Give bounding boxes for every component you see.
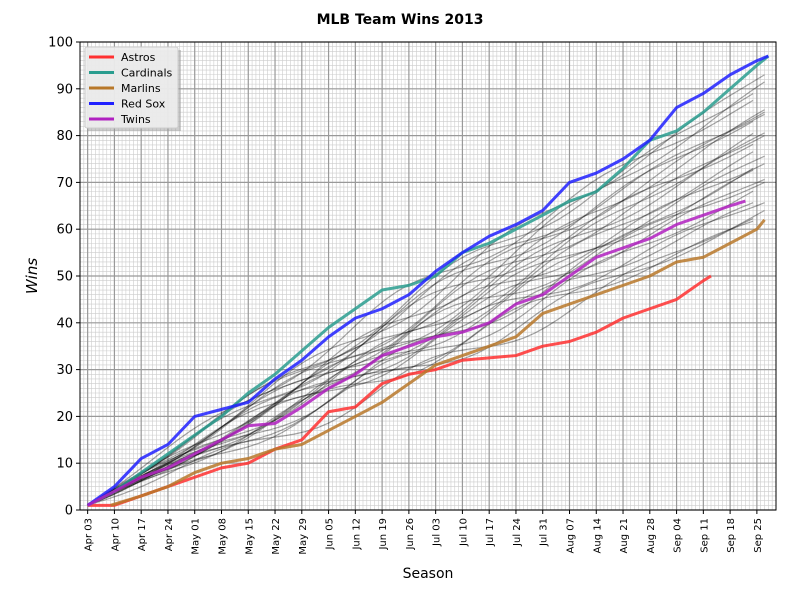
- other-team-line: [87, 220, 754, 506]
- other-team-line: [87, 99, 754, 506]
- x-tick-label: May 01: [191, 518, 202, 555]
- x-tick-label: May 08: [217, 518, 228, 555]
- other-team-line: [87, 181, 765, 506]
- other-team-line: [87, 81, 765, 506]
- legend-label: Twins: [120, 113, 151, 126]
- legend-box: [84, 46, 179, 129]
- other-team-line: [87, 178, 765, 506]
- y-tick-label: 10: [56, 457, 73, 472]
- x-tick-label: Sep 18: [726, 518, 737, 553]
- other-team-line: [87, 169, 754, 506]
- other-team-line: [87, 135, 765, 506]
- legend-label: Red Sox: [121, 98, 166, 111]
- y-tick-label: 50: [56, 270, 73, 285]
- x-tick-label: May 15: [244, 518, 255, 555]
- y-tick-label: 20: [56, 410, 73, 425]
- y-tick-label: 40: [56, 316, 73, 331]
- legend-label: Marlins: [121, 82, 161, 95]
- other-team-line: [87, 111, 765, 506]
- x-tick-label: Apr 24: [164, 518, 175, 551]
- x-tick-label: Apr 03: [84, 518, 95, 551]
- other-teams-lines: [87, 74, 765, 506]
- x-tick-label: Aug 14: [592, 518, 603, 553]
- y-tick-label: 100: [48, 36, 73, 51]
- highlighted-lines: [86, 54, 770, 507]
- x-tick-label: Sep 04: [673, 518, 684, 553]
- x-tick-label: Jul 24: [512, 518, 523, 547]
- x-axis-label: Season: [403, 566, 454, 582]
- other-team-line: [87, 132, 754, 506]
- y-axis-label: Wins: [23, 258, 41, 295]
- x-tick-label: Jul 31: [539, 518, 550, 547]
- x-tick-label: Sep 25: [753, 518, 764, 553]
- x-tick-label: Apr 17: [137, 518, 148, 551]
- x-tick-label: Aug 21: [619, 518, 630, 553]
- other-team-line: [87, 109, 765, 506]
- x-tick-label: Jul 10: [458, 518, 469, 547]
- x-tick-label: May 22: [271, 518, 282, 555]
- legend-label: Cardinals: [121, 67, 173, 80]
- other-team-line: [87, 155, 765, 506]
- series-line-red-sox: [86, 54, 769, 507]
- x-tick-label: Aug 07: [565, 518, 576, 553]
- x-tick-label: May 29: [298, 518, 309, 555]
- series-line-astros: [87, 274, 712, 507]
- x-tick-label: Jul 17: [485, 518, 496, 547]
- legend-label: Astros: [121, 51, 156, 64]
- y-axis: 0 10 20 30 40 50 60 70 80 90 100: [48, 36, 80, 519]
- y-tick-label: 80: [56, 129, 73, 144]
- y-tick-label: 0: [65, 504, 73, 519]
- other-team-line: [87, 202, 765, 506]
- x-tick-label: Jun 12: [351, 518, 362, 551]
- other-team-line: [87, 74, 765, 506]
- chart-title: MLB Team Wins 2013: [317, 12, 484, 28]
- x-tick-label: Jul 03: [432, 518, 443, 547]
- legend: Astros Cardinals Marlins Red Sox Twins: [84, 46, 181, 131]
- x-tick-label: Jun 26: [405, 518, 416, 551]
- x-tick-label: Aug 28: [646, 518, 657, 553]
- x-tick-label: Jun 05: [325, 518, 336, 551]
- y-tick-label: 30: [56, 363, 73, 378]
- series-line-marlins: [110, 218, 766, 507]
- other-team-line: [87, 209, 765, 506]
- x-tick-label: Sep 11: [699, 518, 710, 553]
- other-team-line: [87, 202, 754, 506]
- y-tick-label: 90: [56, 82, 73, 97]
- x-tick-label: Apr 10: [110, 518, 121, 551]
- y-tick-label: 60: [56, 223, 73, 238]
- other-team-line: [87, 190, 754, 506]
- series-line-cardinals: [86, 54, 770, 507]
- series-line-twins: [86, 199, 746, 507]
- other-team-line: [87, 218, 754, 506]
- x-axis: Apr 03 Apr 10 Apr 17 Apr 24 May 01 May 08 May …: [84, 510, 764, 555]
- x-tick-label: Jun 19: [378, 518, 389, 551]
- y-tick-label: 70: [56, 176, 73, 191]
- other-team-line: [87, 163, 765, 506]
